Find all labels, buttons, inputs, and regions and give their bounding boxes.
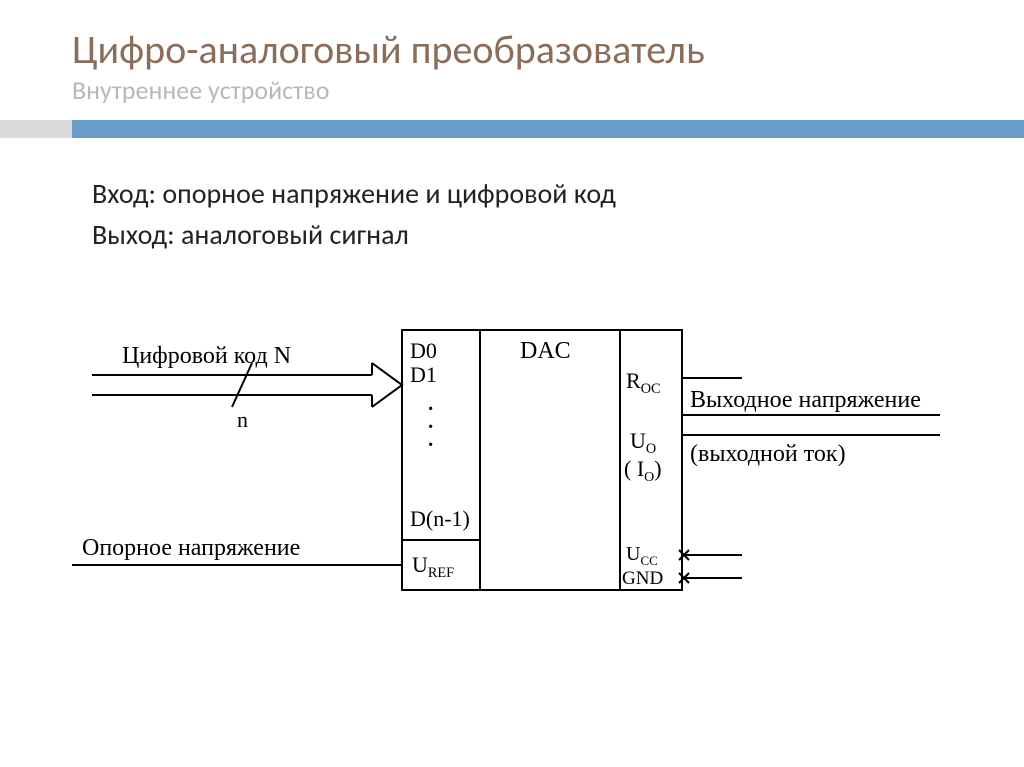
svg-text:Опорное напряжение: Опорное напряжение — [82, 535, 300, 561]
svg-text:(выходной ток): (выходной ток) — [690, 441, 846, 467]
svg-text:DAC: DAC — [520, 338, 571, 364]
svg-text:D(n-1): D(n-1) — [410, 506, 470, 531]
svg-text:D0: D0 — [410, 338, 437, 363]
svg-text:Цифровой код N: Цифровой код N — [122, 343, 291, 369]
svg-text:GND: GND — [622, 568, 663, 589]
body-text: Вход: опорное напряжение и цифровой код … — [0, 138, 1024, 252]
svg-text:Выходное напряжение: Выходное напряжение — [690, 387, 921, 413]
svg-text:UO: UO — [630, 428, 656, 457]
body-line-1: Вход: опорное напряжение и цифровой код — [92, 176, 1024, 211]
accent-divider — [0, 120, 1024, 138]
svg-text:n: n — [237, 407, 248, 432]
svg-text:·: · — [426, 430, 435, 461]
body-line-2: Выход: аналоговый сигнал — [92, 217, 1024, 252]
svg-text:( IO): ( IO) — [624, 456, 662, 485]
svg-text:D1: D1 — [410, 362, 437, 387]
dac-diagram: DACD0D1···D(n-1)UREFROCUO( IO)UCCGNDnЦиф… — [72, 320, 942, 640]
page-subtitle: Внутреннее устройство — [72, 74, 1024, 106]
svg-text:UREF: UREF — [412, 552, 454, 581]
svg-text:ROC: ROC — [626, 368, 661, 397]
page-title: Цифро-аналоговый преобразователь — [72, 28, 1024, 72]
svg-text:UCC: UCC — [626, 543, 658, 568]
